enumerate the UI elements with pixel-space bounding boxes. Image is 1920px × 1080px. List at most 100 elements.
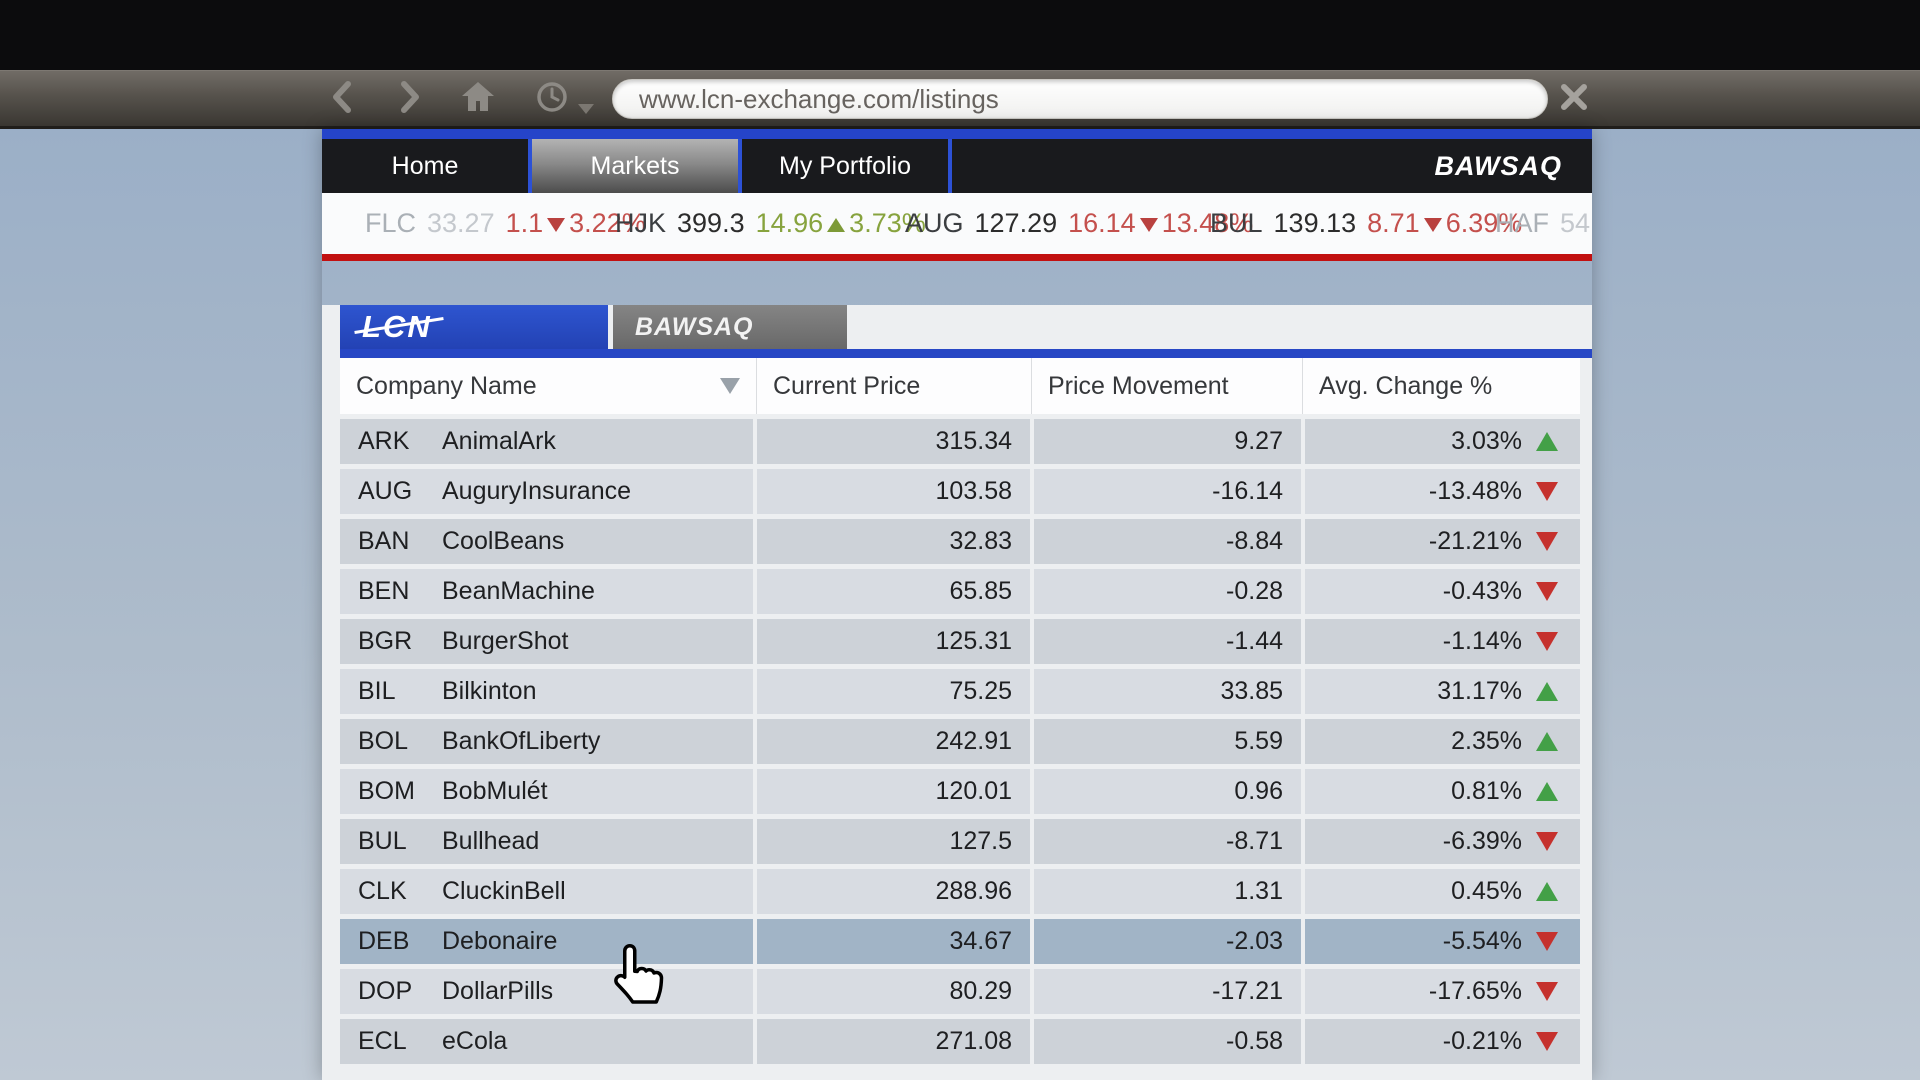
price-movement: 1.31 <box>1234 877 1283 905</box>
company-cell: AUG AuguryInsurance <box>340 469 753 514</box>
ticker-item: FLC 33.27 1.1 3.22% <box>365 193 646 254</box>
bawsaq-tab-label: BAWSAQ <box>635 312 754 341</box>
ticker-change: 16.14 13.48% <box>1068 208 1253 239</box>
company-cell: BGR BurgerShot <box>340 619 753 664</box>
table-header: Company Name Current Price Price Movemen… <box>340 358 1580 414</box>
avg-change-percent: -13.48% <box>1428 477 1522 505</box>
down-arrow-icon <box>547 218 566 232</box>
current-price: 65.85 <box>949 577 1012 605</box>
table-row[interactable]: ARK AnimalArk 315.34 9.27 3.03% <box>340 419 1580 464</box>
trend-up-icon <box>1536 732 1558 751</box>
ticker-symbol: BUL <box>1210 208 1263 238</box>
avg-change-cell: -21.21% <box>1305 519 1580 564</box>
trend-down-icon <box>1536 982 1558 1001</box>
table-row[interactable]: DOP DollarPills 80.29 -17.21 -17.65% <box>340 969 1580 1014</box>
column-header-company-name[interactable]: Company Name <box>340 358 757 414</box>
avg-change-percent: 2.35% <box>1451 727 1522 755</box>
current-price-cell: 271.08 <box>757 1019 1030 1064</box>
url-bar[interactable]: www.lcn-exchange.com/listings <box>612 79 1548 119</box>
table-row[interactable]: CLK CluckinBell 288.96 1.31 0.45% <box>340 869 1580 914</box>
price-movement-cell: 5.59 <box>1034 719 1301 764</box>
current-price: 120.01 <box>935 777 1012 805</box>
table-row[interactable]: BAN CoolBeans 32.83 -8.84 -21.21% <box>340 519 1580 564</box>
column-header-price-movement[interactable]: Price Movement <box>1032 358 1303 414</box>
page-top-accent <box>322 129 1592 139</box>
stock-symbol: DEB <box>358 927 410 955</box>
price-movement: -0.58 <box>1226 1027 1283 1055</box>
trend-up-icon <box>1536 882 1558 901</box>
table-row[interactable]: AUG AuguryInsurance 103.58 -16.14 -13.48% <box>340 469 1580 514</box>
current-price: 125.31 <box>935 627 1012 655</box>
back-button[interactable] <box>318 71 366 127</box>
table-row[interactable]: BEN BeanMachine 65.85 -0.28 -0.43% <box>340 569 1580 614</box>
tab-markets[interactable]: Markets <box>532 139 738 193</box>
avg-change-cell: 0.45% <box>1305 869 1580 914</box>
close-browser-button[interactable] <box>1552 71 1596 127</box>
table-row[interactable]: BOL BankOfLiberty 242.91 5.59 2.35% <box>340 719 1580 764</box>
change-value: 14.96 <box>755 208 824 238</box>
current-price: 315.34 <box>935 427 1012 455</box>
current-price-cell: 103.58 <box>757 469 1030 514</box>
stock-symbol: BAN <box>358 527 410 555</box>
avg-change-cell: -0.21% <box>1305 1019 1580 1064</box>
company-cell: BOM BobMulét <box>340 769 753 814</box>
price-movement: -0.28 <box>1226 577 1283 605</box>
stock-symbol: BGR <box>358 627 413 655</box>
company-name: BobMulét <box>442 777 548 805</box>
ticker-price: 127.29 <box>974 208 1058 238</box>
table-row[interactable]: ECL eCola 271.08 -0.58 -0.21% <box>340 1019 1580 1064</box>
lcn-logo: LCN <box>362 309 432 344</box>
change-value: 8.71 <box>1367 208 1420 238</box>
column-label: Price Movement <box>1048 371 1229 400</box>
price-movement-cell: -0.58 <box>1034 1019 1301 1064</box>
price-movement-cell: 0.96 <box>1034 769 1301 814</box>
current-price: 103.58 <box>935 477 1012 505</box>
current-price-cell: 242.91 <box>757 719 1030 764</box>
current-price: 32.83 <box>949 527 1012 555</box>
column-label: Current Price <box>773 371 921 400</box>
history-dropdown-caret-icon[interactable] <box>578 104 594 114</box>
avg-change-cell: 2.35% <box>1305 719 1580 764</box>
avg-change-percent: -1.14% <box>1442 627 1522 655</box>
company-name: DollarPills <box>442 977 554 1005</box>
table-row[interactable]: DEB Debonaire 34.67 -2.03 -5.54% <box>340 919 1580 964</box>
tab-bawsaq[interactable]: BAWSAQ <box>613 305 847 349</box>
ticker-change: 14.96 3.73% <box>756 208 926 239</box>
table-row[interactable]: BUL Bullhead 127.5 -8.71 -6.39% <box>340 819 1580 864</box>
tab-home[interactable]: Home <box>391 151 459 180</box>
price-movement: 0.96 <box>1234 777 1283 805</box>
company-cell: ARK AnimalArk <box>340 419 753 464</box>
tab-my-portfolio[interactable]: My Portfolio <box>779 151 911 180</box>
ticker-item: AUG 127.29 16.14 13.48% <box>905 193 1253 254</box>
table-row[interactable]: BOM BobMulét 120.01 0.96 0.81% <box>340 769 1580 814</box>
avg-change-percent: 0.81% <box>1451 777 1522 805</box>
company-name: Bullhead <box>442 827 540 855</box>
table-row[interactable]: BGR BurgerShot 125.31 -1.44 -1.14% <box>340 619 1580 664</box>
stock-symbol: AUG <box>358 477 413 505</box>
current-price-cell: 315.34 <box>757 419 1030 464</box>
stock-symbol: ECL <box>358 1027 407 1055</box>
avg-change-percent: -6.39% <box>1442 827 1522 855</box>
company-name: AnimalArk <box>442 427 556 455</box>
company-name: CluckinBell <box>442 877 566 905</box>
column-header-avg-change[interactable]: Avg. Change % <box>1303 358 1580 414</box>
table-row[interactable]: BIL Bilkinton 75.25 33.85 31.17% <box>340 669 1580 714</box>
trend-up-icon <box>1536 682 1558 701</box>
company-cell: BUL Bullhead <box>340 819 753 864</box>
nav-spacer <box>952 139 1435 193</box>
column-header-current-price[interactable]: Current Price <box>757 358 1032 414</box>
price-movement: 5.59 <box>1234 727 1283 755</box>
history-button[interactable] <box>528 71 576 127</box>
tab-lcn[interactable]: LCN <box>340 305 608 349</box>
avg-change-percent: 0.45% <box>1451 877 1522 905</box>
forward-button[interactable] <box>386 71 434 127</box>
ticker-price: 139.13 <box>1273 208 1357 238</box>
avg-change-cell: 3.03% <box>1305 419 1580 464</box>
home-button[interactable] <box>452 71 504 127</box>
company-name: Debonaire <box>442 927 558 955</box>
avg-change-percent: -5.54% <box>1442 927 1522 955</box>
change-value: 1.1 <box>505 208 544 238</box>
company-cell: DOP DollarPills <box>340 969 753 1014</box>
chevron-right-icon <box>397 79 423 120</box>
change-value: 16.14 <box>1068 208 1136 238</box>
